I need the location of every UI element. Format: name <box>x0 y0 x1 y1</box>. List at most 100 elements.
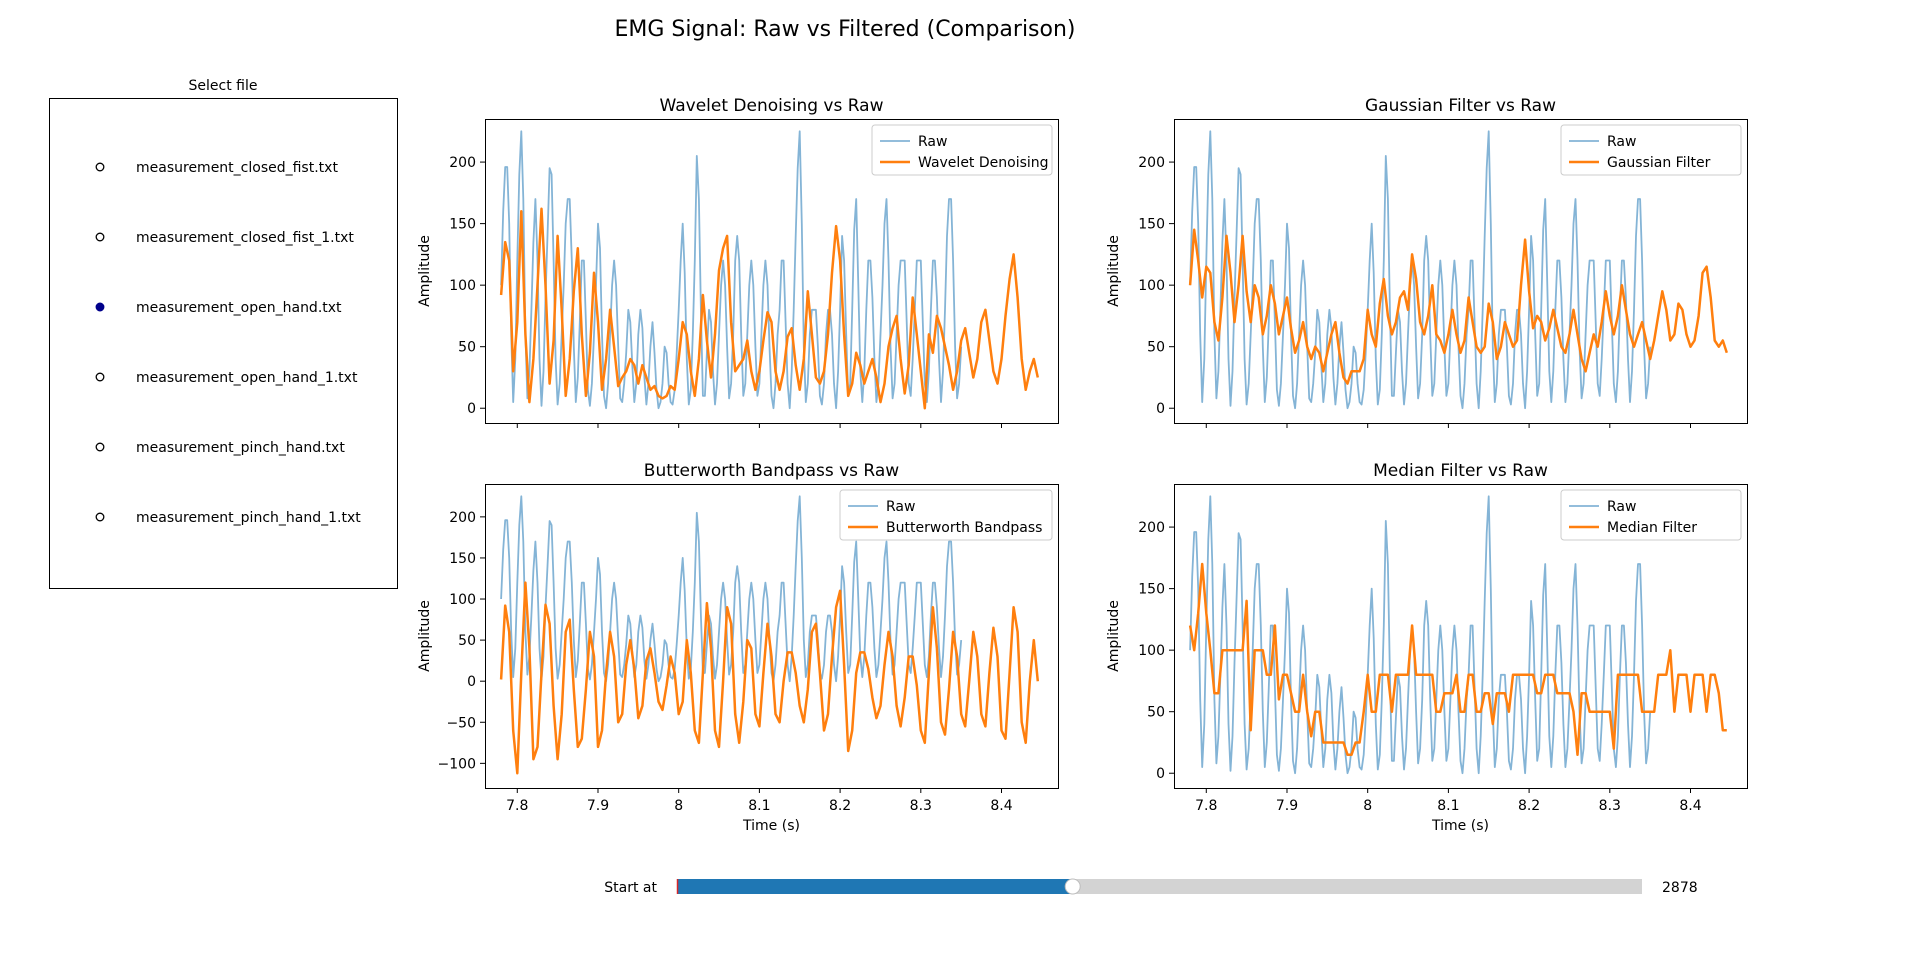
plot-area <box>1188 130 1728 410</box>
plot-area <box>499 495 1040 775</box>
x-tick-label: 7.8 <box>506 798 528 814</box>
y-tick-label: 200 <box>1138 155 1165 171</box>
file-option[interactable]: measurement_open_hand.txt <box>95 300 342 316</box>
chart-panel: Wavelet Denoising vs Raw 0 50 100 150 200 Ampl… <box>417 96 1059 428</box>
x-axis-label: Time (s) <box>742 818 800 834</box>
legend-box <box>839 489 1053 541</box>
file-selector-frame <box>49 98 398 589</box>
file-option[interactable]: measurement_closed_fist.txt <box>95 160 338 176</box>
file-option-label: measurement_pinch_hand_1.txt <box>136 510 361 526</box>
slider-handle[interactable] <box>1064 878 1081 895</box>
x-tick-label: 8 <box>1363 798 1372 814</box>
filtered-series-line <box>499 207 1040 410</box>
y-axis-label: Amplitude <box>417 235 433 307</box>
file-option[interactable]: measurement_open_hand_1.txt <box>95 370 358 386</box>
radio-button[interactable] <box>95 162 105 172</box>
raw-series-line <box>500 495 963 683</box>
y-tick-label: −100 <box>438 756 476 772</box>
legend-label: Raw <box>1607 499 1636 515</box>
file-option[interactable]: measurement_pinch_hand.txt <box>95 440 345 456</box>
x-tick-label: 8.4 <box>990 798 1012 814</box>
slider-value: 2878 <box>1662 880 1698 896</box>
legend-label: Raw <box>918 134 947 150</box>
y-tick-label: 50 <box>458 633 476 649</box>
chart-title: Median Filter vs Raw <box>1373 461 1548 481</box>
y-tick-label: 50 <box>1147 705 1165 721</box>
file-option-label: measurement_open_hand.txt <box>136 300 342 316</box>
raw-series-line <box>1189 495 1652 775</box>
filtered-series-line <box>1188 228 1728 385</box>
raw-series-line <box>1189 130 1652 410</box>
y-tick-label: 100 <box>1138 643 1165 659</box>
x-tick-label: 8.1 <box>748 798 770 814</box>
y-axis-label: Amplitude <box>417 600 433 672</box>
y-tick-label: 200 <box>1138 520 1165 536</box>
y-tick-label: 150 <box>1138 582 1165 598</box>
y-tick-label: 0 <box>1156 401 1165 417</box>
legend-label: Wavelet Denoising <box>918 155 1049 171</box>
legend-label: Median Filter <box>1607 520 1697 536</box>
x-tick-label: 8.1 <box>1437 798 1459 814</box>
y-tick-label: 0 <box>1156 766 1165 782</box>
legend: Raw Wavelet Denoising <box>871 124 1053 176</box>
start-slider[interactable]: Start at 2878 <box>604 878 1698 896</box>
x-tick-label: 7.9 <box>587 798 609 814</box>
y-tick-label: 200 <box>449 510 476 526</box>
file-selector-title: Select file <box>189 78 258 94</box>
slider-label: Start at <box>604 880 657 896</box>
file-option-label: measurement_open_hand_1.txt <box>136 370 358 386</box>
legend-label: Raw <box>1607 134 1636 150</box>
chart-title: Butterworth Bandpass vs Raw <box>644 461 900 481</box>
file-option[interactable]: measurement_closed_fist_1.txt <box>95 230 354 246</box>
y-tick-label: 100 <box>449 278 476 294</box>
axes-frame <box>1174 484 1748 789</box>
chart-panel: Gaussian Filter vs Raw 0 50 100 150 200 Amplit… <box>1106 96 1748 428</box>
file-option-label: measurement_closed_fist_1.txt <box>136 230 354 246</box>
figure-title: EMG Signal: Raw vs Filtered (Comparison) <box>614 17 1075 42</box>
x-tick-label: 7.9 <box>1276 798 1298 814</box>
filtered-series-line <box>1188 562 1727 757</box>
radio-button[interactable] <box>95 232 105 242</box>
y-axis-label: Amplitude <box>1106 235 1122 307</box>
chart-title: Gaussian Filter vs Raw <box>1365 96 1556 116</box>
legend-label: Butterworth Bandpass <box>886 520 1042 536</box>
x-tick-label: 8.2 <box>829 798 851 814</box>
y-tick-label: 150 <box>449 551 476 567</box>
x-tick-label: 8 <box>674 798 683 814</box>
legend-label: Gaussian Filter <box>1607 155 1711 171</box>
file-option-label: measurement_closed_fist.txt <box>136 160 338 176</box>
y-tick-label: 200 <box>449 155 476 171</box>
y-tick-label: 100 <box>1138 278 1165 294</box>
file-option-label: measurement_pinch_hand.txt <box>136 440 345 456</box>
x-tick-label: 8.3 <box>910 798 932 814</box>
filtered-series-line <box>499 581 1040 775</box>
y-tick-label: 50 <box>1147 340 1165 356</box>
y-axis-label: Amplitude <box>1106 600 1122 672</box>
slider-fill <box>677 879 1073 894</box>
legend-box <box>1560 489 1742 541</box>
file-option[interactable]: measurement_pinch_hand_1.txt <box>95 510 361 526</box>
file-selector: Select file measurement_closed_fist.txtm… <box>49 78 398 589</box>
plot-area <box>499 130 1040 410</box>
y-tick-label: 0 <box>467 674 476 690</box>
legend-label: Raw <box>886 499 915 515</box>
y-tick-label: 50 <box>458 340 476 356</box>
y-tick-label: 150 <box>449 217 476 233</box>
legend: Raw Butterworth Bandpass <box>839 489 1053 541</box>
radio-button[interactable] <box>95 442 105 452</box>
radio-button[interactable] <box>95 372 105 382</box>
axes-frame <box>1174 119 1748 424</box>
x-tick-label: 8.2 <box>1518 798 1540 814</box>
legend-box <box>1560 124 1742 176</box>
radio-button[interactable] <box>95 512 105 522</box>
x-axis-label: Time (s) <box>1431 818 1489 834</box>
x-tick-label: 8.3 <box>1599 798 1621 814</box>
radio-button-selected[interactable] <box>95 302 105 312</box>
y-tick-label: −50 <box>446 715 476 731</box>
legend-box <box>871 124 1053 176</box>
chart-panel: Butterworth Bandpass vs Raw −100 −50 0 50 100… <box>417 461 1059 834</box>
legend: Raw Gaussian Filter <box>1560 124 1742 176</box>
legend: Raw Median Filter <box>1560 489 1742 541</box>
chart-panel: Median Filter vs Raw 0 50 100 150 200 7.8 7.9 8 8… <box>1106 461 1748 834</box>
